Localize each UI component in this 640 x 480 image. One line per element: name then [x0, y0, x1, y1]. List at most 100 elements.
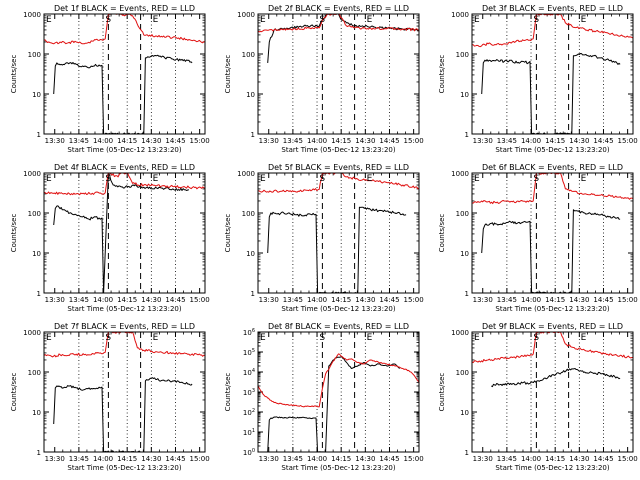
x-tick-label: 13:45 [69, 296, 89, 304]
end-marker: E [153, 333, 159, 343]
chart-panel-7: Det 7f BLACK = Events, RED = LLD Counts/s… [10, 322, 210, 472]
x-tick-label: 15:00 [618, 455, 638, 463]
y-tick-label: 1000 [451, 11, 469, 19]
plot-frame [43, 13, 206, 135]
x-tick-label: 14:45 [593, 455, 613, 463]
start-marker: S [533, 174, 539, 184]
y-tick-label: 100 [456, 210, 469, 218]
end-marker: E [153, 15, 159, 25]
start-marker-left: E [46, 333, 52, 343]
x-tick-label: 13:30 [473, 455, 493, 463]
x-tick-label: 14:15 [331, 455, 351, 463]
y-tick-label: 1000 [237, 11, 255, 19]
plot-frame [43, 172, 206, 294]
x-tick-label: 14:00 [93, 455, 113, 463]
chart-panel-8: Det 8f BLACK = Events, RED = LLD Counts/s… [224, 322, 424, 472]
x-tick-label: 14:45 [165, 455, 185, 463]
x-tick-label: 15:00 [190, 455, 210, 463]
y-tick-label: 106 [243, 328, 255, 337]
y-tick-label: 102 [243, 408, 255, 417]
y-tick-label: 10 [246, 250, 255, 258]
y-axis-label: Counts/sec [224, 373, 232, 412]
chart-title: Det 3f BLACK = Events, RED = LLD [482, 4, 623, 13]
x-tick-label: 15:00 [404, 296, 424, 304]
y-tick-label: 1000 [237, 170, 255, 178]
y-tick-label: 100 [28, 210, 41, 218]
end-marker: E [367, 333, 373, 343]
series-events-line [491, 368, 621, 388]
x-tick-label: 14:15 [545, 137, 565, 145]
chart-title: Det 9f BLACK = Events, RED = LLD [482, 322, 623, 331]
y-tick-label: 10 [460, 250, 469, 258]
y-axis-label: Counts/sec [224, 214, 232, 253]
y-tick-label: 1000 [23, 329, 41, 337]
x-tick-label: 14:15 [545, 455, 565, 463]
y-tick-label: 101 [243, 428, 255, 437]
y-tick-label: 100 [456, 51, 469, 59]
x-tick-label: 13:45 [497, 137, 517, 145]
y-axis-label: Counts/sec [10, 373, 18, 412]
series-events-line [53, 172, 189, 294]
series-events-line [53, 54, 193, 135]
x-tick-label: 13:45 [69, 455, 89, 463]
chart-panel-9: Det 9f BLACK = Events, RED = LLD Counts/s… [438, 322, 638, 472]
x-tick-label: 14:00 [307, 455, 327, 463]
y-tick-label: 1000 [23, 170, 41, 178]
y-tick-label: 1000 [451, 170, 469, 178]
plot-frame [257, 172, 420, 294]
start-marker: S [319, 15, 325, 25]
start-marker-left: E [474, 174, 480, 184]
x-tick-label: 14:00 [521, 296, 541, 304]
y-axis-label: Counts/sec [438, 214, 446, 253]
y-tick-label: 100 [28, 51, 41, 59]
start-marker-left: E [46, 15, 52, 25]
chart-panel-4: Det 4f BLACK = Events, RED = LLD Counts/s… [10, 163, 210, 313]
x-axis-label: Start Time (05-Dec-12 13:23:20) [67, 305, 181, 313]
chart-title: Det 6f BLACK = Events, RED = LLD [482, 163, 623, 172]
end-marker: E [581, 333, 587, 343]
y-tick-label: 10 [460, 409, 469, 417]
y-tick-label: 10 [460, 91, 469, 99]
plot-frame [471, 331, 634, 453]
series-events-line [267, 13, 420, 63]
x-tick-label: 14:15 [117, 455, 137, 463]
x-tick-label: 14:00 [93, 137, 113, 145]
x-tick-label: 14:15 [117, 296, 137, 304]
plot-frame [471, 13, 634, 135]
y-tick-label: 10 [32, 91, 41, 99]
start-marker: S [533, 15, 539, 25]
end-marker: E [581, 174, 587, 184]
y-tick-label: 1 [37, 449, 41, 457]
chart-panel-3: Det 3f BLACK = Events, RED = LLD Counts/s… [438, 4, 638, 154]
x-tick-label: 13:30 [45, 137, 65, 145]
series-events-line [481, 53, 621, 135]
y-tick-label: 1 [465, 449, 469, 457]
x-tick-label: 15:00 [404, 137, 424, 145]
x-tick-label: 15:00 [618, 137, 638, 145]
x-tick-label: 13:30 [45, 296, 65, 304]
x-tick-label: 14:00 [93, 296, 113, 304]
x-tick-label: 15:00 [404, 455, 424, 463]
x-tick-label: 15:00 [190, 137, 210, 145]
chart-title: Det 1f BLACK = Events, RED = LLD [54, 4, 195, 13]
x-tick-label: 14:30 [569, 296, 589, 304]
series-lld-line [257, 353, 420, 408]
x-axis-label: Start Time (05-Dec-12 13:23:20) [495, 146, 609, 154]
start-marker-left: E [46, 174, 52, 184]
y-axis-label: Counts/sec [438, 55, 446, 94]
y-tick-label: 1 [37, 131, 41, 139]
chart-title: Det 5f BLACK = Events, RED = LLD [268, 163, 409, 172]
series-lld-line [471, 331, 633, 364]
series-lld-line [257, 13, 419, 33]
series-lld-line [257, 172, 420, 193]
plot-frame [471, 172, 634, 294]
x-axis-label: Start Time (05-Dec-12 13:23:20) [281, 464, 395, 472]
x-tick-label: 14:15 [331, 296, 351, 304]
series-lld-line [43, 331, 206, 358]
x-axis-label: Start Time (05-Dec-12 13:23:20) [495, 464, 609, 472]
x-tick-label: 14:30 [569, 455, 589, 463]
y-tick-label: 1000 [451, 329, 469, 337]
series-events-line [481, 209, 621, 294]
x-axis-label: Start Time (05-Dec-12 13:23:20) [281, 146, 395, 154]
